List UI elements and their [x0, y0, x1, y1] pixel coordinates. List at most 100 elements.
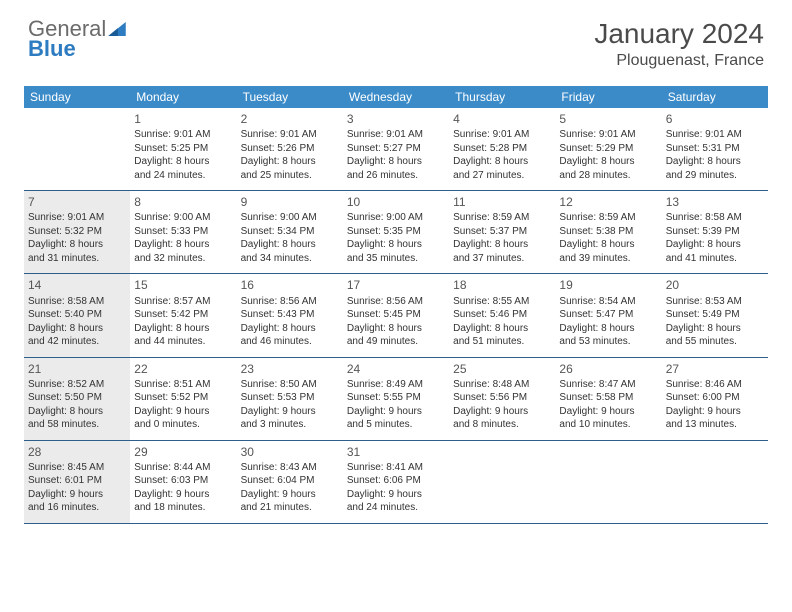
calendar-cell: 10Sunrise: 9:00 AMSunset: 5:35 PMDayligh…: [343, 191, 449, 273]
sun-line-sunrise: Sunrise: 8:50 AM: [241, 378, 339, 392]
sun-line-sunset: Sunset: 5:58 PM: [559, 391, 657, 405]
sun-line-day1: Daylight: 8 hours: [347, 322, 445, 336]
calendar-cell: 24Sunrise: 8:49 AMSunset: 5:55 PMDayligh…: [343, 358, 449, 440]
sun-line-day2: and 44 minutes.: [134, 335, 232, 349]
sun-line-sunset: Sunset: 5:32 PM: [28, 225, 126, 239]
day-number: 11: [453, 194, 551, 210]
sun-line-sunset: Sunset: 5:42 PM: [134, 308, 232, 322]
logo-text-blue: Blue: [28, 38, 126, 60]
calendar-cell: 6Sunrise: 9:01 AMSunset: 5:31 PMDaylight…: [662, 108, 768, 190]
sun-line-sunset: Sunset: 5:53 PM: [241, 391, 339, 405]
sun-line-day2: and 29 minutes.: [666, 169, 764, 183]
sun-line-sunrise: Sunrise: 9:01 AM: [453, 128, 551, 142]
day-number: 16: [241, 277, 339, 293]
sun-line-sunrise: Sunrise: 8:52 AM: [28, 378, 126, 392]
calendar-cell: 9Sunrise: 9:00 AMSunset: 5:34 PMDaylight…: [237, 191, 343, 273]
sun-line-day2: and 58 minutes.: [28, 418, 126, 432]
sun-line-day1: Daylight: 9 hours: [347, 405, 445, 419]
sun-line-day1: Daylight: 9 hours: [134, 405, 232, 419]
sun-line-sunset: Sunset: 6:06 PM: [347, 474, 445, 488]
sun-line-sunset: Sunset: 5:43 PM: [241, 308, 339, 322]
sun-line-sunrise: Sunrise: 8:46 AM: [666, 378, 764, 392]
day-header-label: Tuesday: [237, 86, 343, 108]
sun-line-sunrise: Sunrise: 8:55 AM: [453, 295, 551, 309]
day-number: 1: [134, 111, 232, 127]
day-number: 13: [666, 194, 764, 210]
calendar-week-row: 14Sunrise: 8:58 AMSunset: 5:40 PMDayligh…: [24, 274, 768, 357]
sun-line-day1: Daylight: 8 hours: [453, 155, 551, 169]
day-number: 24: [347, 361, 445, 377]
sun-line-sunset: Sunset: 5:25 PM: [134, 142, 232, 156]
day-number: 26: [559, 361, 657, 377]
sun-line-day1: Daylight: 8 hours: [559, 155, 657, 169]
day-number: 2: [241, 111, 339, 127]
day-header-label: Thursday: [449, 86, 555, 108]
day-number: 9: [241, 194, 339, 210]
sun-line-day2: and 55 minutes.: [666, 335, 764, 349]
sun-line-sunrise: Sunrise: 8:58 AM: [666, 211, 764, 225]
day-number: 20: [666, 277, 764, 293]
sun-line-day2: and 26 minutes.: [347, 169, 445, 183]
calendar-cell: 29Sunrise: 8:44 AMSunset: 6:03 PMDayligh…: [130, 441, 236, 523]
sun-line-sunrise: Sunrise: 8:56 AM: [347, 295, 445, 309]
day-number: 10: [347, 194, 445, 210]
brand-logo: GeneralBlue: [28, 18, 126, 60]
sun-line-sunrise: Sunrise: 8:47 AM: [559, 378, 657, 392]
day-header-label: Monday: [130, 86, 236, 108]
day-header-label: Saturday: [662, 86, 768, 108]
sun-line-day2: and 53 minutes.: [559, 335, 657, 349]
sun-line-day2: and 39 minutes.: [559, 252, 657, 266]
day-number: 25: [453, 361, 551, 377]
day-number: 19: [559, 277, 657, 293]
sun-line-sunset: Sunset: 6:03 PM: [134, 474, 232, 488]
day-number: 14: [28, 277, 126, 293]
sun-line-day2: and 21 minutes.: [241, 501, 339, 515]
sun-line-sunset: Sunset: 5:56 PM: [453, 391, 551, 405]
calendar-cell: 7Sunrise: 9:01 AMSunset: 5:32 PMDaylight…: [24, 191, 130, 273]
sun-line-sunset: Sunset: 5:47 PM: [559, 308, 657, 322]
sun-line-sunrise: Sunrise: 9:01 AM: [666, 128, 764, 142]
sun-line-sunset: Sunset: 5:35 PM: [347, 225, 445, 239]
sun-line-sunrise: Sunrise: 9:00 AM: [134, 211, 232, 225]
calendar-cell: 20Sunrise: 8:53 AMSunset: 5:49 PMDayligh…: [662, 274, 768, 356]
calendar-cell: 18Sunrise: 8:55 AMSunset: 5:46 PMDayligh…: [449, 274, 555, 356]
sun-line-sunset: Sunset: 5:33 PM: [134, 225, 232, 239]
calendar-week-row: 21Sunrise: 8:52 AMSunset: 5:50 PMDayligh…: [24, 358, 768, 441]
sun-line-day1: Daylight: 8 hours: [559, 322, 657, 336]
day-number: 18: [453, 277, 551, 293]
sun-line-day2: and 49 minutes.: [347, 335, 445, 349]
calendar-cell: 5Sunrise: 9:01 AMSunset: 5:29 PMDaylight…: [555, 108, 661, 190]
sun-line-sunset: Sunset: 5:50 PM: [28, 391, 126, 405]
sun-line-day2: and 41 minutes.: [666, 252, 764, 266]
sun-line-day1: Daylight: 8 hours: [666, 238, 764, 252]
day-number: 8: [134, 194, 232, 210]
sun-line-day1: Daylight: 9 hours: [559, 405, 657, 419]
sun-line-sunrise: Sunrise: 9:00 AM: [241, 211, 339, 225]
sun-line-sunset: Sunset: 5:26 PM: [241, 142, 339, 156]
sun-line-day1: Daylight: 8 hours: [666, 322, 764, 336]
sun-line-day1: Daylight: 8 hours: [559, 238, 657, 252]
sun-line-sunrise: Sunrise: 8:56 AM: [241, 295, 339, 309]
day-number: 7: [28, 194, 126, 210]
calendar-cell: 27Sunrise: 8:46 AMSunset: 6:00 PMDayligh…: [662, 358, 768, 440]
sun-line-sunset: Sunset: 5:28 PM: [453, 142, 551, 156]
sun-line-day1: Daylight: 8 hours: [28, 238, 126, 252]
sun-line-day2: and 24 minutes.: [347, 501, 445, 515]
sun-line-day1: Daylight: 8 hours: [28, 405, 126, 419]
sun-line-day2: and 32 minutes.: [134, 252, 232, 266]
sun-line-day1: Daylight: 8 hours: [453, 238, 551, 252]
sun-line-day2: and 0 minutes.: [134, 418, 232, 432]
calendar-cell: 25Sunrise: 8:48 AMSunset: 5:56 PMDayligh…: [449, 358, 555, 440]
sun-line-day2: and 37 minutes.: [453, 252, 551, 266]
sun-line-day2: and 51 minutes.: [453, 335, 551, 349]
sun-line-sunset: Sunset: 5:49 PM: [666, 308, 764, 322]
sun-line-sunset: Sunset: 6:01 PM: [28, 474, 126, 488]
sun-line-sunrise: Sunrise: 8:57 AM: [134, 295, 232, 309]
sun-line-sunrise: Sunrise: 9:01 AM: [347, 128, 445, 142]
sun-line-day2: and 46 minutes.: [241, 335, 339, 349]
sun-line-sunset: Sunset: 6:04 PM: [241, 474, 339, 488]
sun-line-sunrise: Sunrise: 8:41 AM: [347, 461, 445, 475]
calendar-cell: 11Sunrise: 8:59 AMSunset: 5:37 PMDayligh…: [449, 191, 555, 273]
day-number: 15: [134, 277, 232, 293]
sun-line-sunset: Sunset: 5:45 PM: [347, 308, 445, 322]
